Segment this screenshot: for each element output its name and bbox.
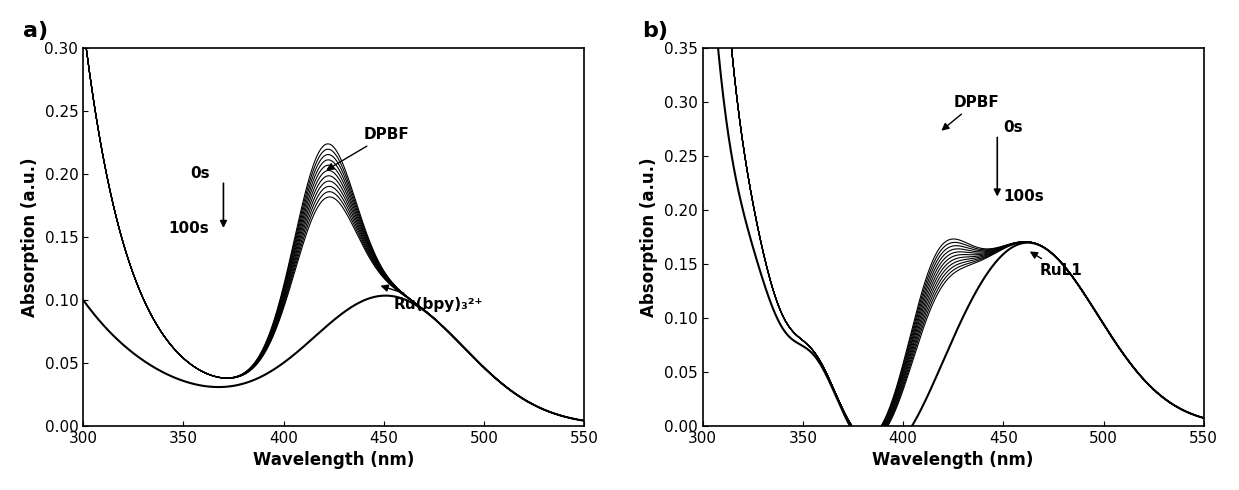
X-axis label: Wavelength (nm): Wavelength (nm) <box>872 451 1033 469</box>
Text: 100s: 100s <box>169 221 209 236</box>
Text: DPBF: DPBF <box>943 95 999 130</box>
Text: 100s: 100s <box>1004 190 1044 204</box>
Text: Ru(bpy)₃²⁺: Ru(bpy)₃²⁺ <box>382 285 483 312</box>
Y-axis label: Absorption (a.u.): Absorption (a.u.) <box>641 157 658 317</box>
Text: RuL1: RuL1 <box>1031 252 1082 278</box>
Y-axis label: Absorption (a.u.): Absorption (a.u.) <box>21 157 38 317</box>
Text: DPBF: DPBF <box>327 127 410 170</box>
Text: b): b) <box>643 21 669 41</box>
Text: a): a) <box>24 21 48 41</box>
X-axis label: Wavelength (nm): Wavelength (nm) <box>253 451 414 469</box>
Text: 0s: 0s <box>190 166 209 181</box>
Text: 0s: 0s <box>1004 121 1023 135</box>
